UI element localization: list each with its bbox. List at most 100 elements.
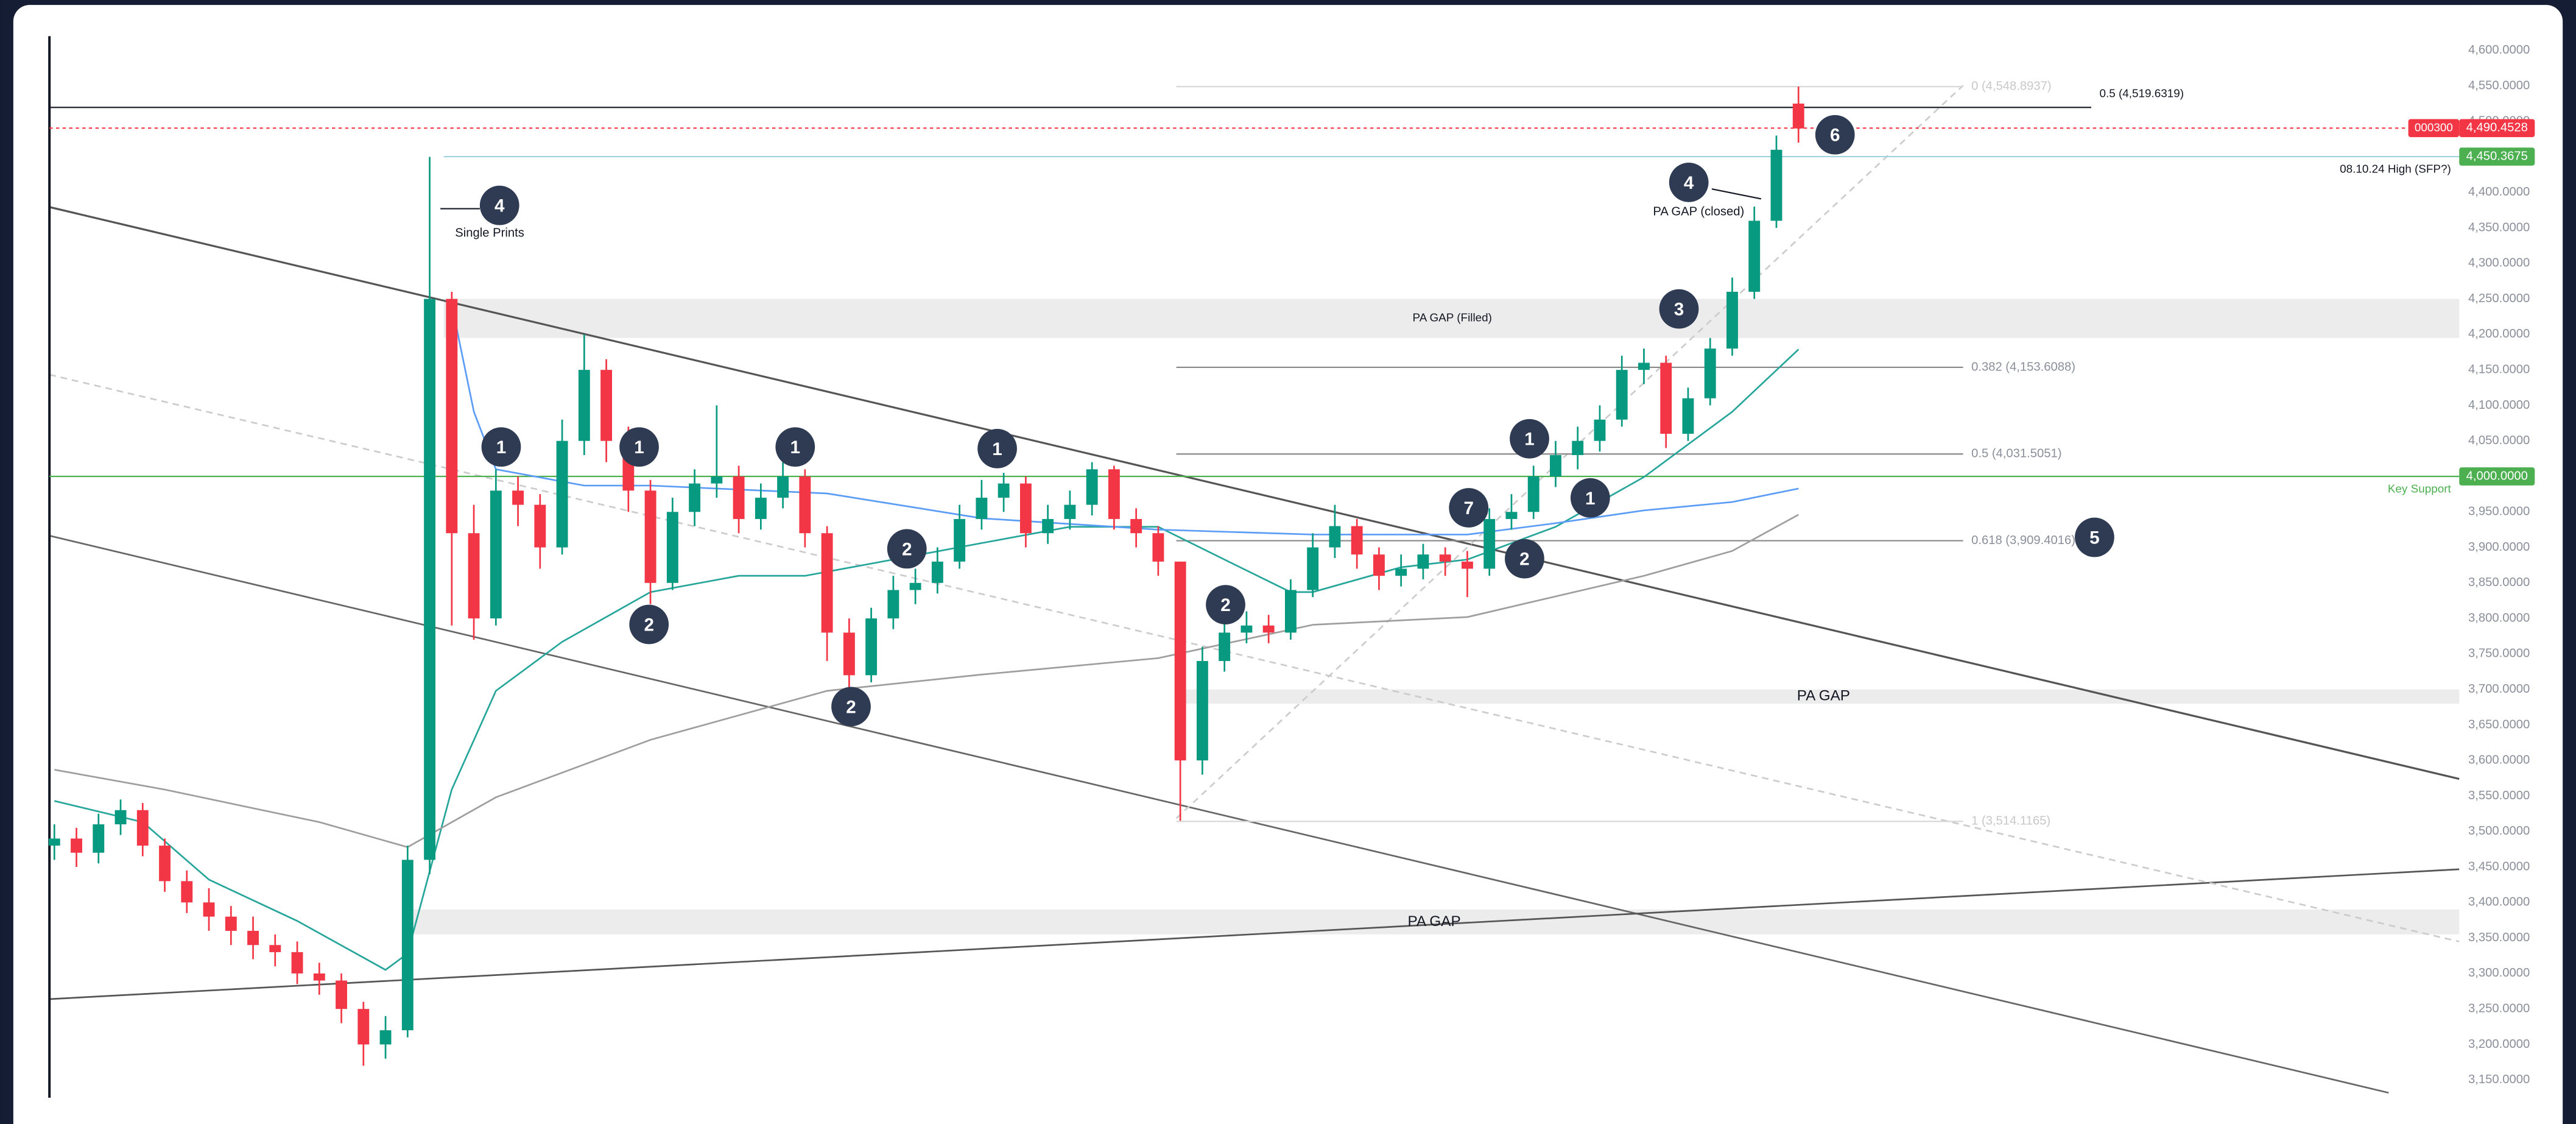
zone-label: PA GAP [1797, 688, 1850, 704]
candle-body [71, 838, 82, 853]
annotation-badge [629, 604, 669, 645]
y-tick-label: 3,700.0000 [2468, 682, 2530, 696]
annotation-label: 3 [1674, 300, 1684, 320]
gap-zone [443, 299, 2460, 338]
annotation-badge [1510, 419, 1549, 459]
candle-body [931, 561, 943, 583]
candle-body [976, 497, 988, 519]
candle-body [114, 810, 127, 825]
price-tag [2459, 147, 2535, 166]
y-tick-label: 3,300.0000 [2468, 966, 2530, 980]
candle-body [1682, 398, 1694, 434]
candle-body [1064, 504, 1076, 519]
trendline-dashed [49, 373, 2460, 942]
y-tick-label: 3,500.0000 [2468, 824, 2530, 838]
candle-body [1572, 440, 1584, 456]
candle-body [1660, 362, 1672, 434]
y-tick-label: 3,400.0000 [2468, 896, 2530, 909]
level-label: 08.10.24 High (SFP?) [2340, 163, 2451, 176]
candle-body [446, 299, 458, 534]
candle-body [843, 632, 855, 676]
y-tick-label: 3,450.0000 [2468, 860, 2530, 873]
candle-body [1726, 291, 1738, 349]
candle-body [1417, 554, 1429, 569]
annotation-label: 1 [992, 439, 1002, 459]
annotation-label: 4 [1684, 173, 1694, 193]
y-tick-label: 3,950.0000 [2468, 505, 2530, 518]
fib-label: 0.5 (4,031.5051) [1971, 447, 2061, 461]
candle-body [203, 902, 215, 917]
candle-body [1748, 221, 1761, 292]
y-tick-label: 3,600.0000 [2468, 754, 2530, 767]
candle-body [711, 476, 723, 484]
y-tick-label: 3,150.0000 [2468, 1073, 2530, 1086]
gap-zone [1183, 689, 2460, 704]
y-tick-label: 3,650.0000 [2468, 718, 2530, 731]
candle-body [1240, 625, 1253, 633]
candle-body [1594, 419, 1606, 441]
y-tick-label: 3,550.0000 [2468, 789, 2530, 802]
annotation-badge [481, 427, 521, 467]
annotation-label: 1 [496, 437, 507, 458]
trendline [49, 535, 2389, 1094]
candle-body [48, 838, 60, 846]
candle-body [865, 618, 878, 676]
price-tag-label: 4,490.4528 [2466, 121, 2528, 135]
candle-body [313, 973, 325, 981]
zone-label: PA GAP (Filled) [1413, 312, 1492, 325]
annotation-label: 2 [902, 539, 912, 559]
annotation-badge [831, 687, 871, 727]
candle-body [1086, 469, 1098, 505]
fib-label: 0.618 (3,909.4016) [1971, 534, 2075, 547]
candle-body [1462, 561, 1473, 569]
candle-body [1130, 518, 1142, 534]
candle-body [777, 476, 789, 498]
candle-body [247, 930, 259, 946]
y-tick-label: 3,900.0000 [2468, 540, 2530, 554]
annotation-label: 1 [1585, 489, 1596, 509]
annotation-label: 1 [634, 437, 644, 458]
candle-body [954, 518, 966, 562]
annotation-badge [1669, 163, 1709, 202]
level-label: 0.5 (4,519.6319) [2100, 88, 2184, 101]
countdown-label: 000300 [2415, 121, 2453, 134]
annotation-label: 2 [846, 697, 856, 717]
candle-body [401, 860, 413, 1031]
candle-body [689, 483, 701, 512]
candle-body [1770, 149, 1782, 221]
fib-label: 1 (3,514.1165) [1971, 815, 2050, 828]
annotation-badge [1815, 115, 1855, 155]
annotation-badge [887, 529, 927, 569]
candle-body [336, 980, 348, 1009]
candle-body [534, 504, 546, 548]
candle-body [379, 1030, 392, 1045]
candle-body [887, 590, 899, 619]
candle-body [644, 490, 656, 583]
annotation-label: 7 [1463, 498, 1474, 518]
price-tag-label: 4,450.3675 [2466, 149, 2528, 163]
y-tick-label: 4,200.0000 [2468, 327, 2530, 341]
annotation-badge [1449, 488, 1489, 528]
y-tick-label: 4,150.0000 [2468, 362, 2530, 376]
y-tick-label: 3,800.0000 [2468, 611, 2530, 624]
annotation-badge [775, 427, 815, 467]
level-label: Key Support [2388, 483, 2452, 496]
candle-body [1505, 512, 1518, 519]
fib-label: 0.382 (4,153.6088) [1971, 360, 2075, 373]
annotation-label: 5 [2089, 528, 2100, 548]
moving-average [54, 514, 1799, 848]
candle-body [1483, 518, 1496, 569]
panel [13, 5, 2563, 1124]
y-tick-label: 4,250.0000 [2468, 292, 2530, 305]
candle-body [291, 952, 303, 974]
candle-body [357, 1009, 370, 1045]
y-tick-label: 3,200.0000 [2468, 1037, 2530, 1051]
candle-body [1638, 362, 1650, 370]
annotation-badge [2075, 517, 2114, 557]
y-tick-label: 4,550.0000 [2468, 79, 2530, 92]
candle-body [1351, 526, 1363, 555]
candle-body [733, 476, 745, 519]
gap-zone [410, 909, 2460, 935]
candle-body [556, 440, 568, 548]
